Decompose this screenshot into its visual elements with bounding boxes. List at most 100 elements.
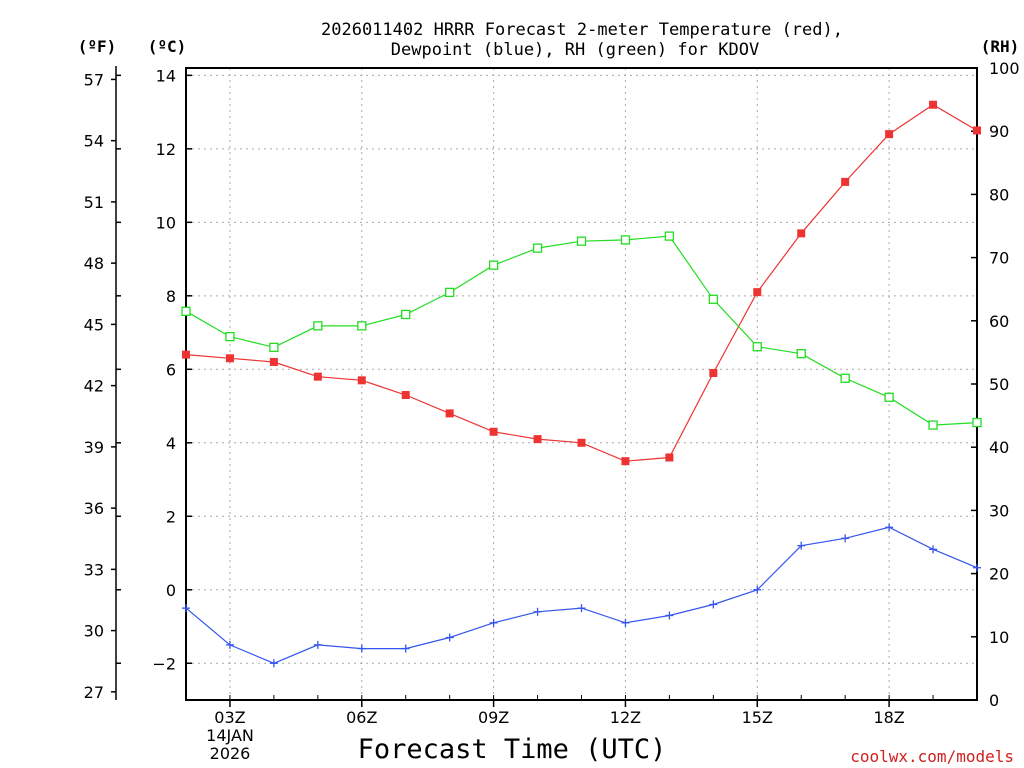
axes [111,66,978,707]
series-lines [181,100,982,668]
temperature-point [797,229,806,238]
rh-tick-label: 90 [989,122,1009,141]
fahrenheit-tick-label: 48 [84,254,104,273]
rh-point [576,236,587,246]
rh-point [972,417,982,428]
celsius-tick-label: 6 [166,360,176,379]
credit-text: coolwx.com/models [850,747,1014,766]
rh-point [181,306,191,316]
fahrenheit-tick-label: 36 [84,499,104,518]
dewpoint-point [401,644,410,653]
celsius-tick-label: 14 [156,66,176,85]
fahrenheit-tick-label: 30 [84,622,104,641]
x-tick-label: 15Z [742,708,773,727]
temperature-point [313,372,322,381]
rh-line [185,235,978,426]
date-label-month: 14JAN [206,726,254,745]
fahrenheit-tick-label: 51 [84,193,104,212]
x-tick-label: 12Z [610,708,641,727]
rh-point [401,309,411,320]
dewpoint-point [973,563,981,572]
dewpoint-point [225,640,234,649]
rh-point [269,342,279,352]
celsius-tick-label: 2 [166,507,176,526]
rh-tick-label: 30 [989,501,1009,520]
temperature-point [841,177,850,186]
celsius-tick-label: 4 [166,434,176,453]
rh-tick-label: 50 [989,375,1009,394]
temperature-point [489,427,498,436]
temperature-point [401,391,410,400]
fahrenheit-tick-label: 45 [84,315,104,334]
dewpoint-point [753,585,762,594]
fahrenheit-tick-label: 42 [84,377,104,396]
dewpoint-point [621,618,630,627]
celsius-tick-label: 12 [156,140,176,159]
temperature-point [621,457,630,466]
fahrenheit-tick-label: 39 [84,438,104,457]
celsius-tick-label: 0 [166,581,176,600]
celsius-tick-label: −2 [152,654,176,673]
rh-point [357,321,367,331]
temperature-point [885,130,894,139]
dewpoint-point [665,611,674,620]
fahrenheit-tick-label: 57 [84,70,104,89]
chart-title-line2: Dewpoint (blue), RH (green) for KDOV [391,40,759,60]
rh-tick-label: 60 [989,312,1009,331]
dewpoint-point [797,541,806,550]
x-tick-label: 06Z [346,708,377,727]
rh-tick-label: 40 [989,438,1009,457]
rh-point [928,420,938,430]
temperature-point [709,368,718,377]
dewpoint-point [929,545,938,554]
rh-point [796,349,806,359]
dewpoint-point [885,523,894,532]
chart-title-line1: 2026011402 HRRR Forecast 2-meter Tempera… [321,20,843,40]
rh-tick-label: 20 [989,565,1009,584]
x-tick-label: 09Z [478,708,509,727]
rh-point [445,287,455,298]
rh-tick-label: 70 [989,249,1009,268]
temperature-point [929,100,938,109]
rh-point [532,243,543,253]
temperature-point [225,354,234,363]
dewpoint-point [357,644,366,653]
temperature-point [357,376,366,385]
rh-point [313,321,323,331]
rh-tick-label: 100 [989,59,1020,78]
celsius-axis-label: (ºC) [148,37,187,56]
temperature-point [269,357,278,366]
dewpoint-point [709,600,718,609]
rh-point [708,294,718,304]
fahrenheit-axis-label: (ºF) [78,37,117,56]
fahrenheit-tick-label: 27 [84,683,104,702]
dewpoint-point [577,604,586,613]
rh-tick-label: 0 [989,691,999,710]
rh-point [620,235,631,245]
rh-point [752,342,762,352]
dewpoint-point [269,659,278,668]
rh-point [225,331,235,342]
rh-point [488,260,499,270]
temperature-line [185,103,978,462]
temperature-point [973,126,981,135]
temperature-point [445,409,454,418]
x-axis-title: Forecast Time (UTC) [358,734,667,765]
dewpoint-point [445,633,454,642]
temperature-point [577,438,586,447]
temperature-point [533,435,542,444]
rh-point [840,373,850,383]
dewpoint-point [182,604,190,613]
date-label-year: 2026 [210,744,251,763]
tick-labels: −2 0 2 4 6 8 10 12 14 27 30 33 36 39 42 45 48 51 54 57 0 10 20… [84,59,1020,727]
rh-point [884,392,894,402]
dewpoint-point [313,640,322,649]
fahrenheit-tick-label: 54 [84,132,104,151]
rh-tick-label: 80 [989,185,1009,204]
fahrenheit-tick-label: 33 [84,560,104,579]
temperature-point [182,350,190,359]
dewpoint-point [489,618,498,627]
dewpoint-point [841,534,850,543]
rh-tick-label: 10 [989,628,1009,647]
